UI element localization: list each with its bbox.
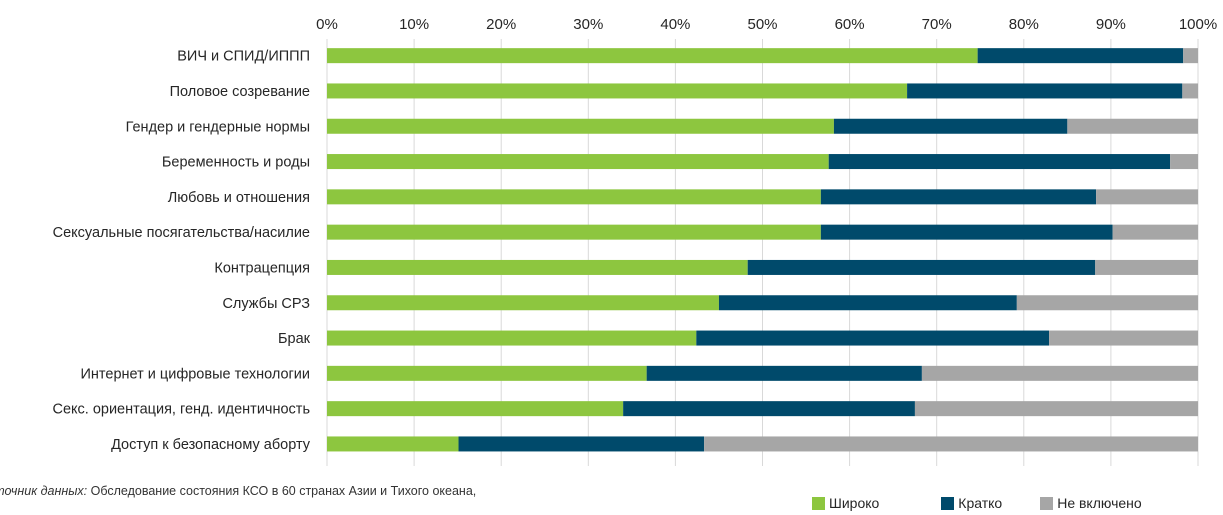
- x-tick-label: 70%: [922, 16, 952, 33]
- x-tick-label: 40%: [660, 16, 690, 33]
- legend-item-not-included: Не включено: [1040, 495, 1142, 511]
- x-tick-label: 80%: [1009, 16, 1039, 33]
- legend: Широко Кратко Не включено: [812, 495, 1164, 511]
- bar-segment: [1067, 118, 1198, 134]
- category-label: Службы СРЗ: [222, 296, 310, 312]
- bar-segment: [327, 259, 748, 275]
- bar-segment: [327, 48, 978, 64]
- x-tick-label: 100%: [1179, 16, 1217, 33]
- bar-segment: [327, 436, 459, 452]
- x-tick-label: 90%: [1096, 16, 1126, 33]
- category-label: Доступ к безопасному аборту: [111, 437, 311, 453]
- bar-segment: [704, 436, 1198, 452]
- x-tick-label: 50%: [747, 16, 777, 33]
- legend-item-wide: Широко: [812, 495, 879, 511]
- bar-segment: [914, 401, 1198, 417]
- bar-segment: [833, 118, 1068, 134]
- bar-segment: [977, 48, 1184, 64]
- x-tick-label: 20%: [486, 16, 516, 33]
- category-label: Сексуальные посягательства/насилие: [53, 225, 310, 241]
- bar-segment: [718, 295, 1017, 311]
- bar-segment: [327, 224, 821, 240]
- category-label: Брак: [278, 331, 311, 347]
- category-label: Половое созревание: [170, 84, 310, 100]
- x-tick-label: 0%: [316, 16, 338, 33]
- bars: [327, 48, 1198, 452]
- source-label: сточник данных:: [0, 484, 88, 498]
- bar-segment: [828, 154, 1171, 170]
- x-tick-label: 30%: [573, 16, 603, 33]
- category-label: Секс. ориентация, генд. идентичность: [52, 402, 310, 418]
- source-text: Обследование состояния КСО в 60 странах …: [90, 484, 477, 498]
- bar-segment: [327, 118, 834, 134]
- x-tick-label: 60%: [835, 16, 865, 33]
- bar-segment: [646, 365, 922, 381]
- x-axis-tick-labels: 0% 10% 20% 30% 40% 50% 60% 70% 80% 90% 100%: [316, 16, 1217, 33]
- legend-item-brief: Кратко: [941, 495, 1002, 511]
- bar-segment: [1182, 83, 1198, 99]
- bar-segment: [1049, 330, 1198, 346]
- bar-segment: [458, 436, 705, 452]
- category-label: Любовь и отношения: [168, 190, 310, 206]
- bar-segment: [327, 365, 647, 381]
- bar-segment: [696, 330, 1050, 346]
- bar-segment: [327, 154, 829, 170]
- category-label: Беременность и роды: [162, 155, 310, 171]
- bar-segment: [907, 83, 1183, 99]
- bar-segment: [1016, 295, 1198, 311]
- bar-segment: [1096, 189, 1198, 205]
- legend-label-not-included: Не включено: [1057, 495, 1142, 511]
- gridlines: [326, 39, 1199, 466]
- legend-label-wide: Широко: [829, 495, 880, 511]
- bar-segment: [1183, 48, 1198, 64]
- legend-swatch-wide: [812, 496, 825, 510]
- category-label: Контрацепция: [214, 260, 310, 276]
- bar-segment: [1095, 259, 1198, 275]
- category-label: Интернет и цифровые технологии: [80, 366, 310, 382]
- category-label: ВИЧ и СПИД/ИППП: [177, 49, 310, 65]
- category-labels: ВИЧ и СПИД/ИППП Половое созревание Гендер …: [52, 49, 310, 453]
- source-note: сточник данных: Обследование состояния К…: [0, 484, 476, 498]
- bar-segment: [921, 365, 1198, 381]
- legend-swatch-not-included: [1040, 496, 1054, 510]
- bar-segment: [1112, 224, 1198, 240]
- bar-segment: [327, 189, 821, 205]
- legend-swatch-brief: [941, 496, 955, 510]
- bar-segment: [747, 259, 1096, 275]
- bar-segment: [327, 295, 719, 311]
- bar-segment: [820, 224, 1113, 240]
- bar-segment: [327, 330, 697, 346]
- bar-segment: [327, 83, 908, 99]
- legend-label-brief: Кратко: [958, 495, 1003, 511]
- bar-segment: [327, 401, 624, 417]
- bar-segment: [623, 401, 915, 417]
- x-tick-label: 10%: [399, 16, 429, 33]
- bar-segment: [820, 189, 1097, 205]
- category-label: Гендер и гендерные нормы: [126, 119, 310, 135]
- bar-segment: [1170, 154, 1198, 170]
